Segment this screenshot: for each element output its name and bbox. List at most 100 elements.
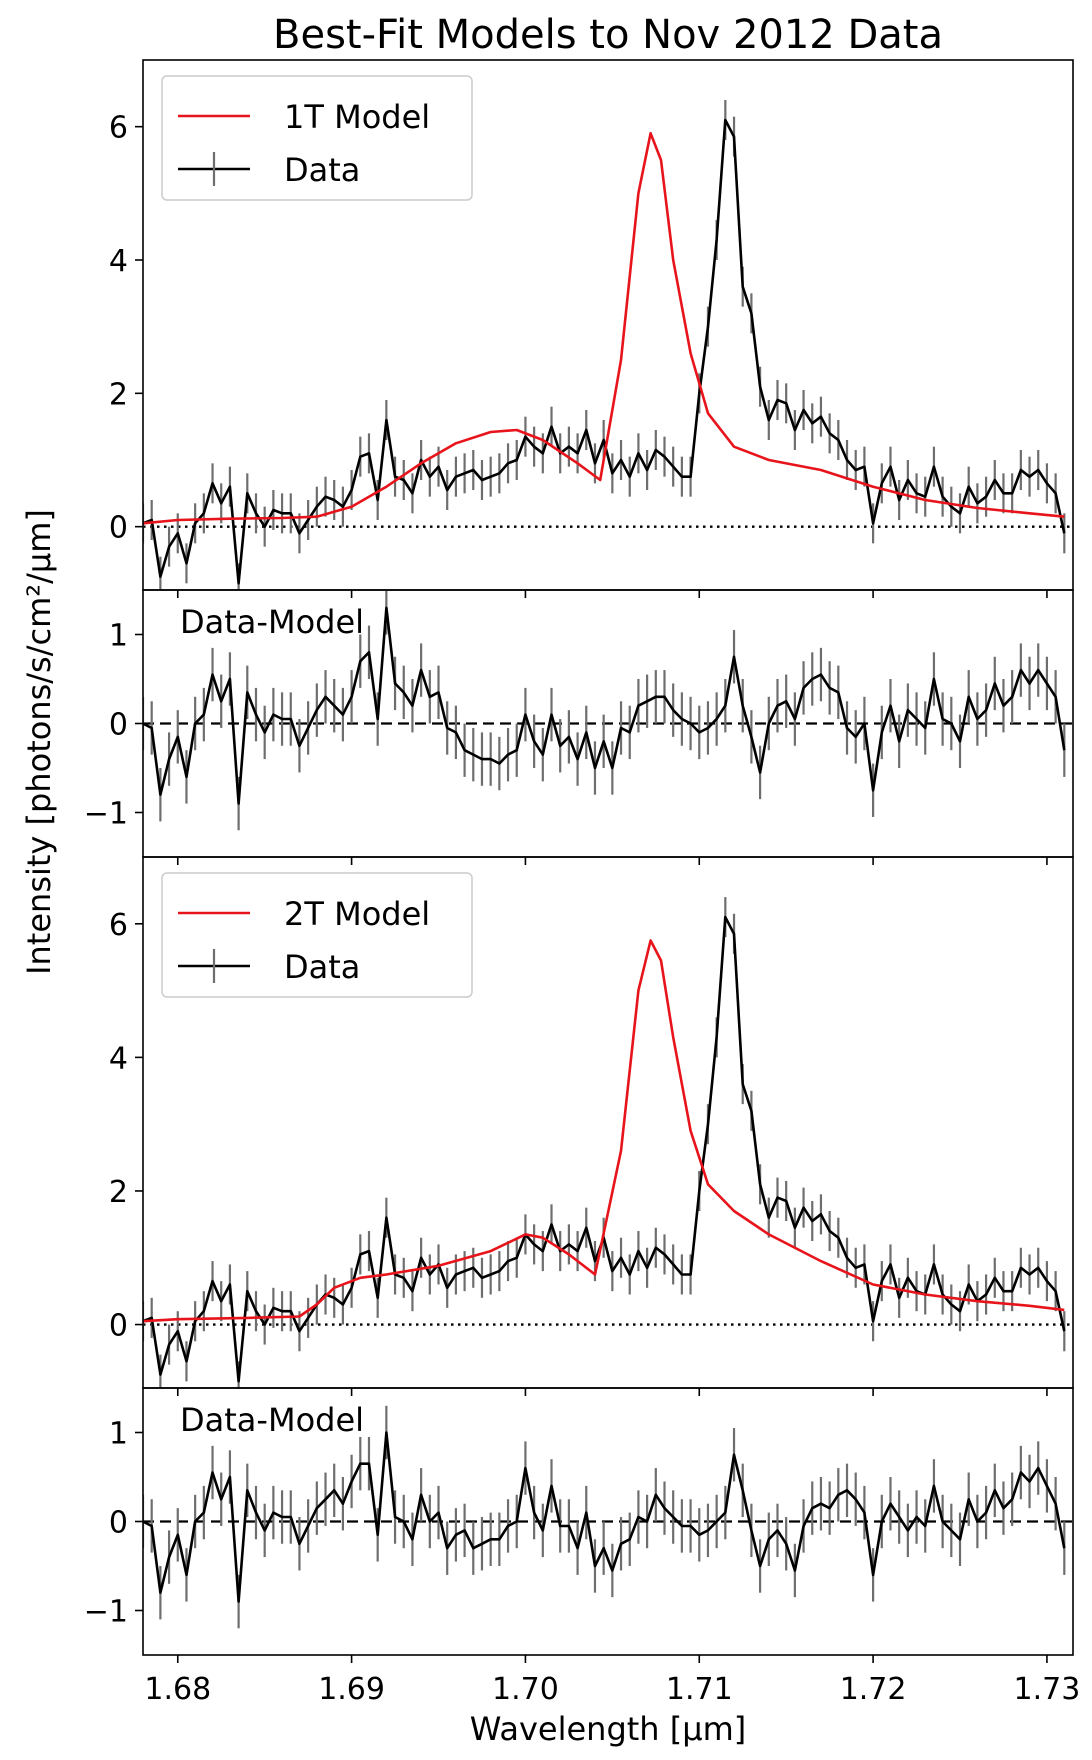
data-point xyxy=(446,489,448,491)
data-point xyxy=(715,1520,717,1522)
data-point xyxy=(907,1529,909,1531)
data-point xyxy=(516,1257,518,1259)
data-point xyxy=(620,1257,622,1259)
data-point xyxy=(403,691,405,693)
data-point xyxy=(516,1520,518,1522)
data-point xyxy=(168,545,170,547)
data-point xyxy=(211,673,213,675)
data-point xyxy=(968,1498,970,1500)
data-point xyxy=(507,753,509,755)
y-tick-label: 4 xyxy=(109,244,128,279)
model-point xyxy=(924,1293,926,1295)
data-point xyxy=(498,472,500,474)
data-point xyxy=(376,499,378,501)
data-point xyxy=(342,1503,344,1505)
data-point xyxy=(968,1283,970,1285)
data-point xyxy=(898,1297,900,1299)
data-point xyxy=(602,740,604,742)
data-point xyxy=(689,1525,691,1527)
data-line xyxy=(143,118,1066,585)
data-point xyxy=(681,1273,683,1275)
data-point xyxy=(776,1529,778,1531)
data-point xyxy=(655,1247,657,1249)
model-point xyxy=(733,445,735,447)
data-point xyxy=(950,505,952,507)
data-point xyxy=(324,495,326,497)
data-point xyxy=(290,1516,292,1518)
data-point xyxy=(863,722,865,724)
data-point xyxy=(194,1320,196,1322)
x-tick-label: 1.73 xyxy=(1014,1672,1081,1707)
data-point xyxy=(411,492,413,494)
data-point xyxy=(820,1213,822,1215)
data-point xyxy=(976,502,978,504)
model-point xyxy=(455,442,457,444)
data-point xyxy=(1054,696,1056,698)
data-point xyxy=(281,512,283,514)
data-point xyxy=(898,740,900,742)
data-point xyxy=(472,1267,474,1269)
data-point xyxy=(194,522,196,524)
legend: 1T Model Data xyxy=(161,75,473,201)
data-line xyxy=(143,606,1066,805)
data-point xyxy=(229,678,231,680)
data-point xyxy=(324,1498,326,1500)
data-point xyxy=(881,731,883,733)
data-point xyxy=(542,1529,544,1531)
panel-label: Data-Model xyxy=(180,603,364,641)
data-point xyxy=(498,762,500,764)
data-point xyxy=(872,1574,874,1576)
data-point xyxy=(298,532,300,534)
data-point xyxy=(368,452,370,454)
data-point xyxy=(194,1520,196,1522)
data-point xyxy=(976,1520,978,1522)
data-point xyxy=(950,1303,952,1305)
data-point xyxy=(602,1547,604,1549)
data-point xyxy=(733,1454,735,1456)
model-point xyxy=(768,1233,770,1235)
data-point xyxy=(177,1534,179,1536)
x-tick-label: 1.68 xyxy=(144,1672,211,1707)
data-point xyxy=(1063,1330,1065,1332)
data-point xyxy=(681,1525,683,1527)
model-point xyxy=(298,1315,300,1317)
data-point xyxy=(637,1516,639,1518)
data-point xyxy=(985,1511,987,1513)
data-point xyxy=(568,1243,570,1245)
x-tick-label: 1.69 xyxy=(318,1672,385,1707)
data-point xyxy=(820,415,822,417)
data-point xyxy=(724,119,726,121)
model-point xyxy=(1028,512,1030,514)
data-point xyxy=(707,1123,709,1125)
data-point xyxy=(263,525,265,527)
data-point xyxy=(672,1516,674,1518)
data-point xyxy=(611,1270,613,1272)
plot-area xyxy=(143,897,1073,1388)
data-point xyxy=(376,1534,378,1536)
data-point xyxy=(785,1543,787,1545)
data-point xyxy=(759,771,761,773)
data-point xyxy=(290,718,292,720)
data-point xyxy=(959,1310,961,1312)
data-point xyxy=(385,419,387,421)
data-point xyxy=(733,135,735,137)
data-point xyxy=(420,669,422,671)
data-point xyxy=(290,1310,292,1312)
data-point xyxy=(620,1543,622,1545)
data-point xyxy=(229,485,231,487)
data-point xyxy=(1011,1498,1013,1500)
model-point xyxy=(246,1317,248,1319)
data-point xyxy=(959,740,961,742)
data-point xyxy=(403,1277,405,1279)
data-point xyxy=(533,1243,535,1245)
data-point xyxy=(811,422,813,424)
data-point xyxy=(976,718,978,720)
data-point xyxy=(898,499,900,501)
data-point xyxy=(150,727,152,729)
data-point xyxy=(872,522,874,524)
data-point xyxy=(237,802,239,804)
data-point xyxy=(689,722,691,724)
model-point xyxy=(489,431,491,433)
data-point xyxy=(907,1277,909,1279)
